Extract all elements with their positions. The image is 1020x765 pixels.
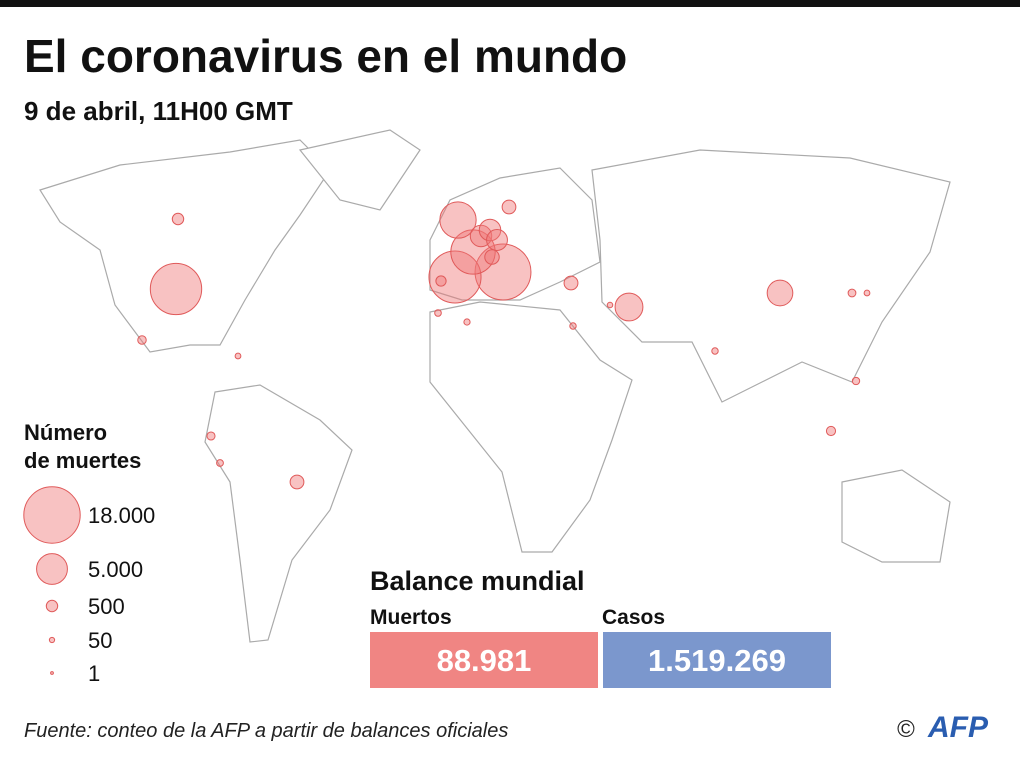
death-bubble: [851, 376, 861, 386]
afp-logo: AFP: [927, 711, 989, 744]
death-bubble: [439, 201, 477, 239]
death-bubble: [289, 474, 305, 490]
subtitle: 9 de abril, 11H00 GMT: [24, 96, 293, 126]
australia: [841, 469, 951, 563]
legend-label: 1: [88, 661, 100, 686]
deaths-label: Muertos: [370, 606, 452, 629]
death-bubble: [234, 352, 242, 360]
title: El coronavirus en el mundo: [24, 30, 627, 82]
balance-title: Balance mundial: [370, 566, 585, 596]
death-bubble: [474, 243, 532, 301]
deaths-box: [370, 632, 598, 688]
death-bubble: [614, 292, 644, 322]
death-bubble: [606, 301, 614, 309]
africa: [429, 301, 633, 553]
europe: [429, 167, 601, 301]
cases-value: 1.519.269: [648, 643, 786, 678]
legend-bubble: [45, 599, 59, 613]
legend-label: 18.000: [88, 503, 155, 528]
copyright: ©: [897, 716, 915, 743]
south-america: [204, 384, 353, 643]
legend: 18.000 5.000 500 50 1: [23, 486, 155, 686]
bubbles: [137, 199, 871, 490]
death-bubble: [711, 347, 719, 355]
death-bubble: [435, 275, 447, 287]
death-bubble: [149, 262, 203, 316]
source: Fuente: conteo de la AFP a partir de bal…: [24, 720, 508, 742]
death-bubble: [206, 431, 216, 441]
legend-label: 5.000: [88, 557, 143, 582]
death-bubble: [216, 459, 224, 467]
death-bubble: [463, 318, 471, 326]
death-bubble: [501, 199, 517, 215]
asia: [591, 149, 951, 403]
death-bubble: [171, 212, 185, 226]
legend-bubble: [48, 636, 56, 644]
cases-box: [603, 632, 831, 688]
death-bubble: [137, 335, 147, 345]
death-bubble: [825, 425, 837, 437]
death-bubble: [863, 289, 871, 297]
deaths-value: 88.981: [437, 643, 532, 678]
death-bubble: [847, 288, 857, 298]
top-bar: [0, 0, 1020, 7]
death-bubble: [486, 229, 508, 251]
legend-title: de muertes: [24, 448, 141, 473]
death-bubble: [569, 322, 577, 330]
north-america: [39, 139, 331, 353]
death-bubble: [428, 250, 482, 304]
legend-title: Número: [24, 420, 107, 445]
greenland: [298, 129, 421, 211]
legend-bubble: [36, 553, 68, 585]
legend-bubble: [23, 486, 81, 544]
legend-label: 50: [88, 628, 112, 653]
cases-label: Casos: [602, 606, 665, 629]
death-bubble: [484, 249, 500, 265]
legend-label: 500: [88, 594, 125, 619]
death-bubble: [434, 309, 442, 317]
death-bubble: [766, 279, 794, 307]
world-map: [39, 129, 951, 643]
legend-bubble: [50, 671, 54, 675]
death-bubble: [563, 275, 579, 291]
